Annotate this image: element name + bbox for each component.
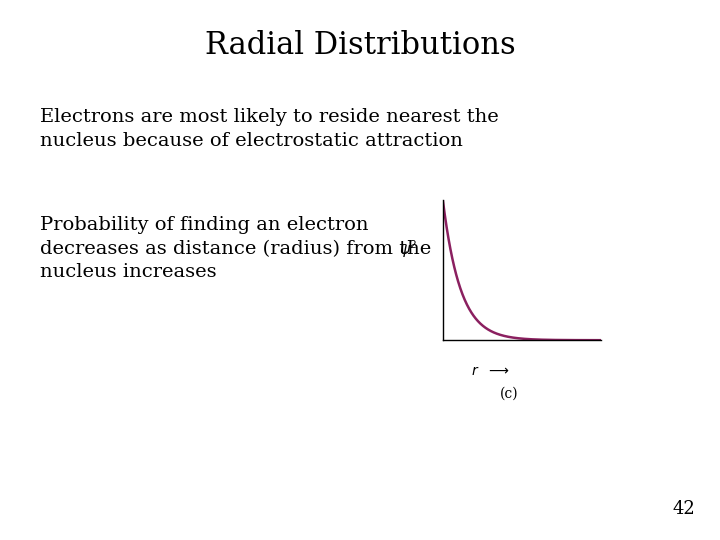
Text: Electrons are most likely to reside nearest the
nucleus because of electrostatic: Electrons are most likely to reside near… [40, 108, 498, 150]
Text: $\psi^2$: $\psi^2$ [399, 238, 417, 260]
Text: 42: 42 [672, 501, 695, 518]
Text: $r\ \ \longrightarrow$: $r\ \ \longrightarrow$ [471, 364, 510, 378]
Text: (c): (c) [500, 387, 518, 401]
Text: Probability of finding an electron
decreases as distance (radius) from the
nucle: Probability of finding an electron decre… [40, 216, 431, 281]
Text: Radial Distributions: Radial Distributions [204, 30, 516, 60]
